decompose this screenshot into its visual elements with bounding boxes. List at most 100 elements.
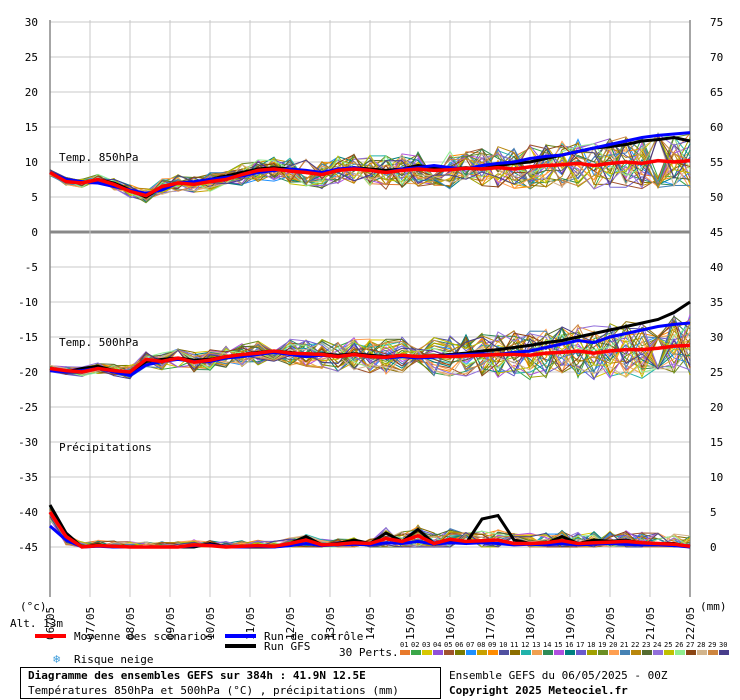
- pert-legend-label: 05: [444, 641, 452, 649]
- pert-legend-swatch: [609, 650, 619, 655]
- y-right-tick: 35: [710, 296, 723, 309]
- pert-legend-label: 03: [422, 641, 430, 649]
- pert-legend-label: 21: [620, 641, 628, 649]
- pert-legend-label: 28: [697, 641, 705, 649]
- pert-legend-swatch: [433, 650, 443, 655]
- pert-legend-label: 22: [631, 641, 639, 649]
- x-tick-label: 12/05: [284, 607, 297, 640]
- y-left-tick: -40: [18, 506, 38, 519]
- pert-line-t500: [49, 315, 691, 374]
- pert-legend-swatch: [400, 650, 410, 655]
- pert-legend-label: 20: [609, 641, 617, 649]
- y-right-tick: 60: [710, 121, 723, 134]
- mean-line-t500: [49, 343, 691, 374]
- y-right-tick: 20: [710, 401, 723, 414]
- t500-panel-label: Temp. 500hPa: [59, 336, 138, 349]
- x-tick-label: 15/05: [404, 607, 417, 640]
- main-series-lines: [48, 131, 691, 549]
- pert-legend-swatch: [708, 650, 718, 655]
- legend-control-label: Run de contrôle: [264, 630, 363, 643]
- y-right-tick: 40: [710, 261, 723, 274]
- x-tick-label: 14/05: [364, 607, 377, 640]
- pert-legend-label: 23: [642, 641, 650, 649]
- pert-legend-swatch: [642, 650, 652, 655]
- x-tick-label: 21/05: [644, 607, 657, 640]
- pert-legend-swatch: [543, 650, 553, 655]
- y-left-tick: 15: [25, 121, 38, 134]
- pert-legend-label: 25: [664, 641, 672, 649]
- x-tick-label: 11/05: [244, 607, 257, 640]
- y-right-tick: 30: [710, 331, 723, 344]
- pert-legend-swatch: [422, 650, 432, 655]
- pert-legend-label: 07: [466, 641, 474, 649]
- t850-panel-label: Temp. 850hPa: [59, 151, 138, 164]
- y-right-tick: 0: [710, 541, 717, 554]
- pert-legend-swatch: [686, 650, 696, 655]
- y-left-tick: -10: [18, 296, 38, 309]
- pert-legend-label: 12: [521, 641, 529, 649]
- altitude-label: Alt. 13m: [10, 617, 63, 630]
- pert-legend-swatch: [444, 650, 454, 655]
- y-right-tick: 65: [710, 86, 723, 99]
- pert-legend-swatch: [565, 650, 575, 655]
- grid: [49, 20, 691, 597]
- pert-legend-swatch: [554, 650, 564, 655]
- pert-legend-swatch: [510, 650, 520, 655]
- pert-legend-swatch: [455, 650, 465, 655]
- y-left-tick: -5: [25, 261, 38, 274]
- pert-legend-label: 18: [587, 641, 595, 649]
- pert-legend-swatch: [576, 650, 586, 655]
- y-right-tick: 5: [710, 506, 717, 519]
- legend-gfs-label: Run GFS: [264, 640, 310, 653]
- x-tick-label: 16/05: [444, 607, 457, 640]
- y-left-tick: -20: [18, 366, 38, 379]
- x-tick-label: 08/05: [124, 607, 137, 640]
- x-tick-label: 20/05: [604, 607, 617, 640]
- x-tick-label: 07/05: [84, 607, 97, 640]
- y-left-tick: 0: [31, 226, 38, 239]
- pert-line-t500: [49, 325, 691, 378]
- y-left-tick: -45: [18, 541, 38, 554]
- left-unit-label: (°c): [20, 600, 47, 613]
- pert-legend-label: 11: [510, 641, 518, 649]
- pert-legend-swatch: [675, 650, 685, 655]
- pert-legend-swatch: [587, 650, 597, 655]
- pert-legend-label: 24: [653, 641, 661, 649]
- pert-legend-label: 17: [576, 641, 584, 649]
- x-tick-label: 22/05: [684, 607, 697, 640]
- x-tick-label: 13/05: [324, 607, 337, 640]
- perturbations-label: 30 Perts.: [339, 646, 399, 659]
- pert-legend-label: 06: [455, 641, 463, 649]
- pert-legend-label: 27: [686, 641, 694, 649]
- y-left-tick: -30: [18, 436, 38, 449]
- pert-legend-label: 29: [708, 641, 716, 649]
- pert-legend-swatch: [499, 650, 509, 655]
- pert-line-t500: [49, 323, 691, 378]
- pert-legend-label: 19: [598, 641, 606, 649]
- x-tick-label: 17/05: [484, 607, 497, 640]
- y-left-tick: 25: [25, 51, 38, 64]
- pert-legend-label: 09: [488, 641, 496, 649]
- pert-legend-swatch: [488, 650, 498, 655]
- legend-mean-label: Moyenne des scénarios: [74, 630, 213, 643]
- x-tick-label: 10/05: [204, 607, 217, 640]
- perturbation-legend: 01 02 03 04 05 06 07 08 09 10 11 12 13 14 15 16 17 18 19 20…: [400, 641, 729, 655]
- snowflake-icon: ❄: [53, 652, 60, 666]
- pert-legend-label: 10: [499, 641, 507, 649]
- pert-legend-swatch: [620, 650, 630, 655]
- pert-legend-label: 14: [543, 641, 551, 649]
- pert-legend-label: 08: [477, 641, 485, 649]
- pert-legend-swatch: [631, 650, 641, 655]
- pert-legend-swatch: [653, 650, 663, 655]
- right-unit-label: (mm): [700, 600, 727, 613]
- y-right-tick: 70: [710, 51, 723, 64]
- y-right-tick: 25: [710, 366, 723, 379]
- x-tick-label: 09/05: [164, 607, 177, 640]
- chart-subtitle: Températures 850hPa et 500hPa (°C) , pré…: [28, 684, 399, 697]
- y-right-tick: 45: [710, 226, 723, 239]
- chart-title: Diagramme des ensembles GEFS sur 384h : …: [28, 669, 366, 682]
- pert-legend-swatch: [411, 650, 421, 655]
- pert-legend-label: 15: [554, 641, 562, 649]
- y-left-tick: 5: [31, 191, 38, 204]
